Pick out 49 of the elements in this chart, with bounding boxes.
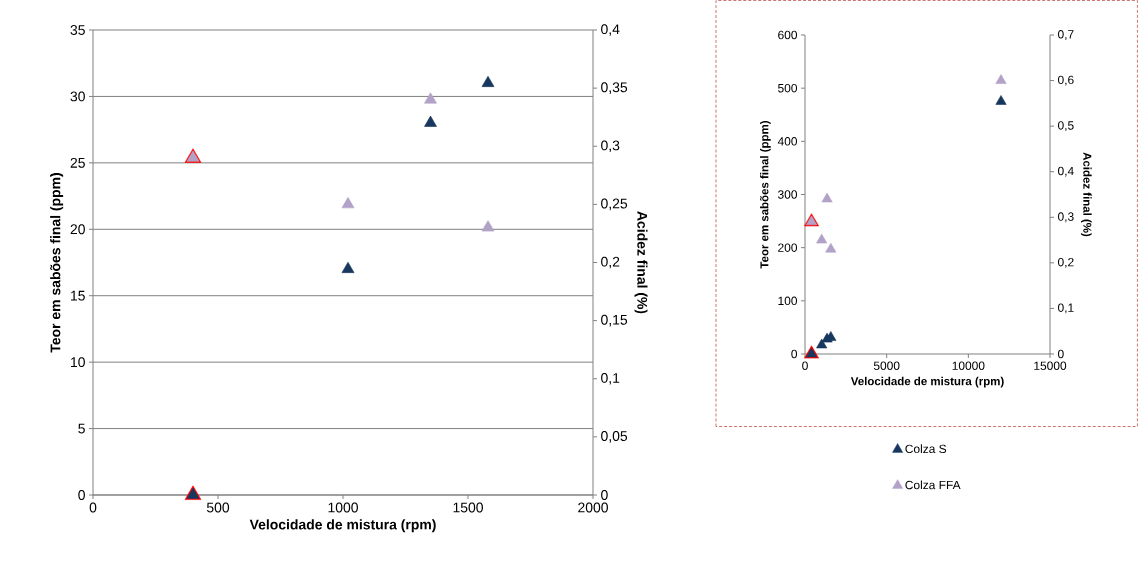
y2-tick-label: 0,1: [601, 372, 620, 385]
y2-tick-label: 0,3: [601, 140, 620, 152]
y2-tick-label: 0,2: [1058, 257, 1074, 268]
y-tick-label: 600: [778, 30, 798, 40]
x-tick-label: 2000: [578, 502, 608, 513]
y2-axis-title: Acidez final (%): [634, 211, 648, 314]
y-tick-label: 300: [778, 190, 798, 199]
y2-axis-title: Acidez final (%): [1080, 152, 1092, 237]
y2-tick-label: 0,5: [1058, 121, 1074, 132]
x-tick-label: 1000: [328, 502, 358, 513]
y-tick-label: 0: [791, 349, 798, 359]
y2-tick-label: 0,25: [601, 198, 628, 211]
y2-tick-label: 0,15: [601, 314, 628, 327]
y2-tick-label: 0,1: [1058, 303, 1074, 314]
x-tick-label: 0: [89, 502, 97, 513]
x-tick-label: 15000: [1034, 361, 1067, 370]
y2-tick-label: 0: [1058, 349, 1064, 359]
y-tick-label: 400: [777, 137, 798, 146]
y-tick-label: 5: [78, 423, 85, 434]
y2-tick-label: 0,3: [1058, 212, 1074, 223]
y-tick-label: 35: [70, 25, 85, 35]
y-tick-label: 30: [70, 91, 85, 102]
y2-tick-label: 0,6: [1058, 75, 1074, 86]
y2-tick-label: 0,05: [601, 431, 628, 443]
y2-tick-label: 0,4: [601, 24, 620, 36]
y2-tick-label: 0: [601, 490, 608, 500]
x-tick-label: 500: [206, 502, 230, 513]
y2-tick-label: 0,4: [1058, 166, 1074, 177]
y-tick-label: 20: [70, 224, 85, 235]
x-axis-title: Velocidade de mistura (rpm): [249, 519, 436, 533]
x-tick-label: 5000: [873, 361, 900, 370]
x-axis-title: Velocidade de mistura (rpm): [850, 376, 1004, 388]
y-tick-label: 15: [71, 290, 85, 301]
y-axis-title: Teor em sabões final (ppm): [50, 173, 64, 353]
y-tick-label: 0: [78, 490, 85, 500]
legend-label: Colza FFA: [905, 480, 961, 490]
y-axis-title: Teor em sabões final (ppm): [760, 121, 771, 269]
y-tick-label: 100: [778, 296, 798, 306]
y2-tick-label: 0,2: [601, 256, 620, 269]
y-tick-label: 500: [778, 83, 798, 93]
y2-tick-label: 0,35: [601, 82, 628, 94]
x-tick-label: 10000: [952, 361, 985, 370]
x-tick-label: 1500: [453, 502, 483, 513]
y-tick-label: 10: [71, 357, 85, 368]
y-tick-label: 25: [70, 157, 85, 168]
y2-tick-label: 0,7: [1058, 30, 1074, 40]
y-tick-label: 200: [778, 243, 798, 252]
x-tick-label: 0: [802, 361, 808, 370]
legend-label: Colza S: [905, 444, 947, 454]
